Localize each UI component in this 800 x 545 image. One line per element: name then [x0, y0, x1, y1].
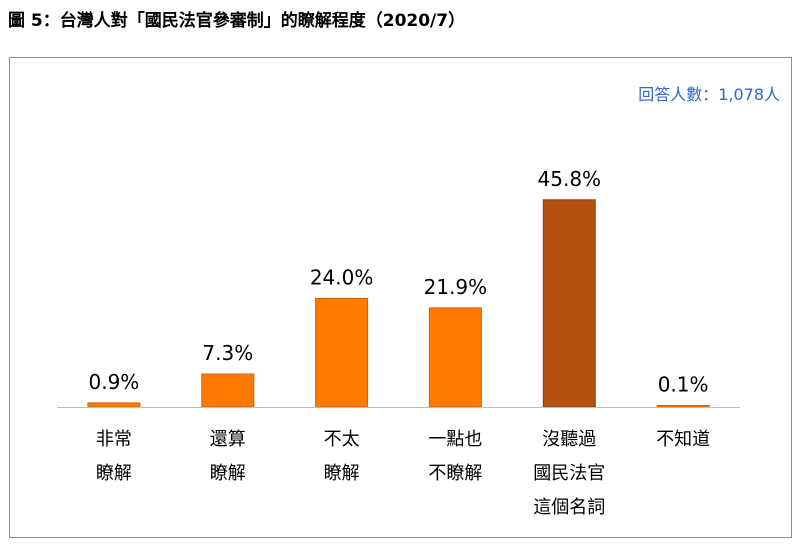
- category-label-5-line-1: 沒聽過: [542, 429, 596, 450]
- bar-1: [87, 402, 141, 408]
- category-label-2-line-1: 還算: [210, 429, 246, 450]
- bar-6: [656, 405, 710, 408]
- chart-frame: [9, 57, 792, 538]
- category-label-6-line-1: 不知道: [656, 429, 710, 450]
- value-labels-group: 0.9% 7.3% 24.0% 21.9% 45.8% 0.1%: [88, 167, 708, 397]
- value-label-5: 45.8%: [538, 167, 602, 191]
- category-label-4-line-2: 不瞭解: [428, 463, 482, 484]
- value-label-3: 24.0%: [310, 265, 374, 289]
- category-label-1-line-2: 瞭解: [96, 463, 132, 484]
- bars-group: [87, 199, 710, 408]
- category-label-3-line-2: 瞭解: [324, 463, 360, 484]
- category-label-5-line-3: 這個名詞: [533, 497, 605, 518]
- figure-title: 圖 5：台灣人對「國民法官參審制」的瞭解程度（2020/7）: [8, 11, 466, 31]
- category-label-2-line-2: 瞭解: [210, 463, 246, 484]
- category-label-3-line-1: 不太: [324, 429, 360, 450]
- category-label-1-line-1: 非常: [96, 429, 132, 450]
- category-label-5-line-2: 國民法官: [533, 463, 605, 484]
- bar-3: [315, 297, 369, 408]
- bar-5: [542, 199, 596, 408]
- bar-2: [201, 373, 255, 408]
- value-label-4: 21.9%: [424, 275, 488, 299]
- value-label-1: 0.9%: [88, 370, 139, 394]
- value-label-6: 0.1%: [658, 373, 709, 397]
- value-label-2: 7.3%: [202, 341, 253, 365]
- category-label-4-line-1: 一點也: [428, 429, 482, 450]
- sample-size-note: 回答人數：1,078人: [638, 85, 780, 104]
- bar-4: [428, 307, 482, 408]
- plot-area: [57, 122, 740, 409]
